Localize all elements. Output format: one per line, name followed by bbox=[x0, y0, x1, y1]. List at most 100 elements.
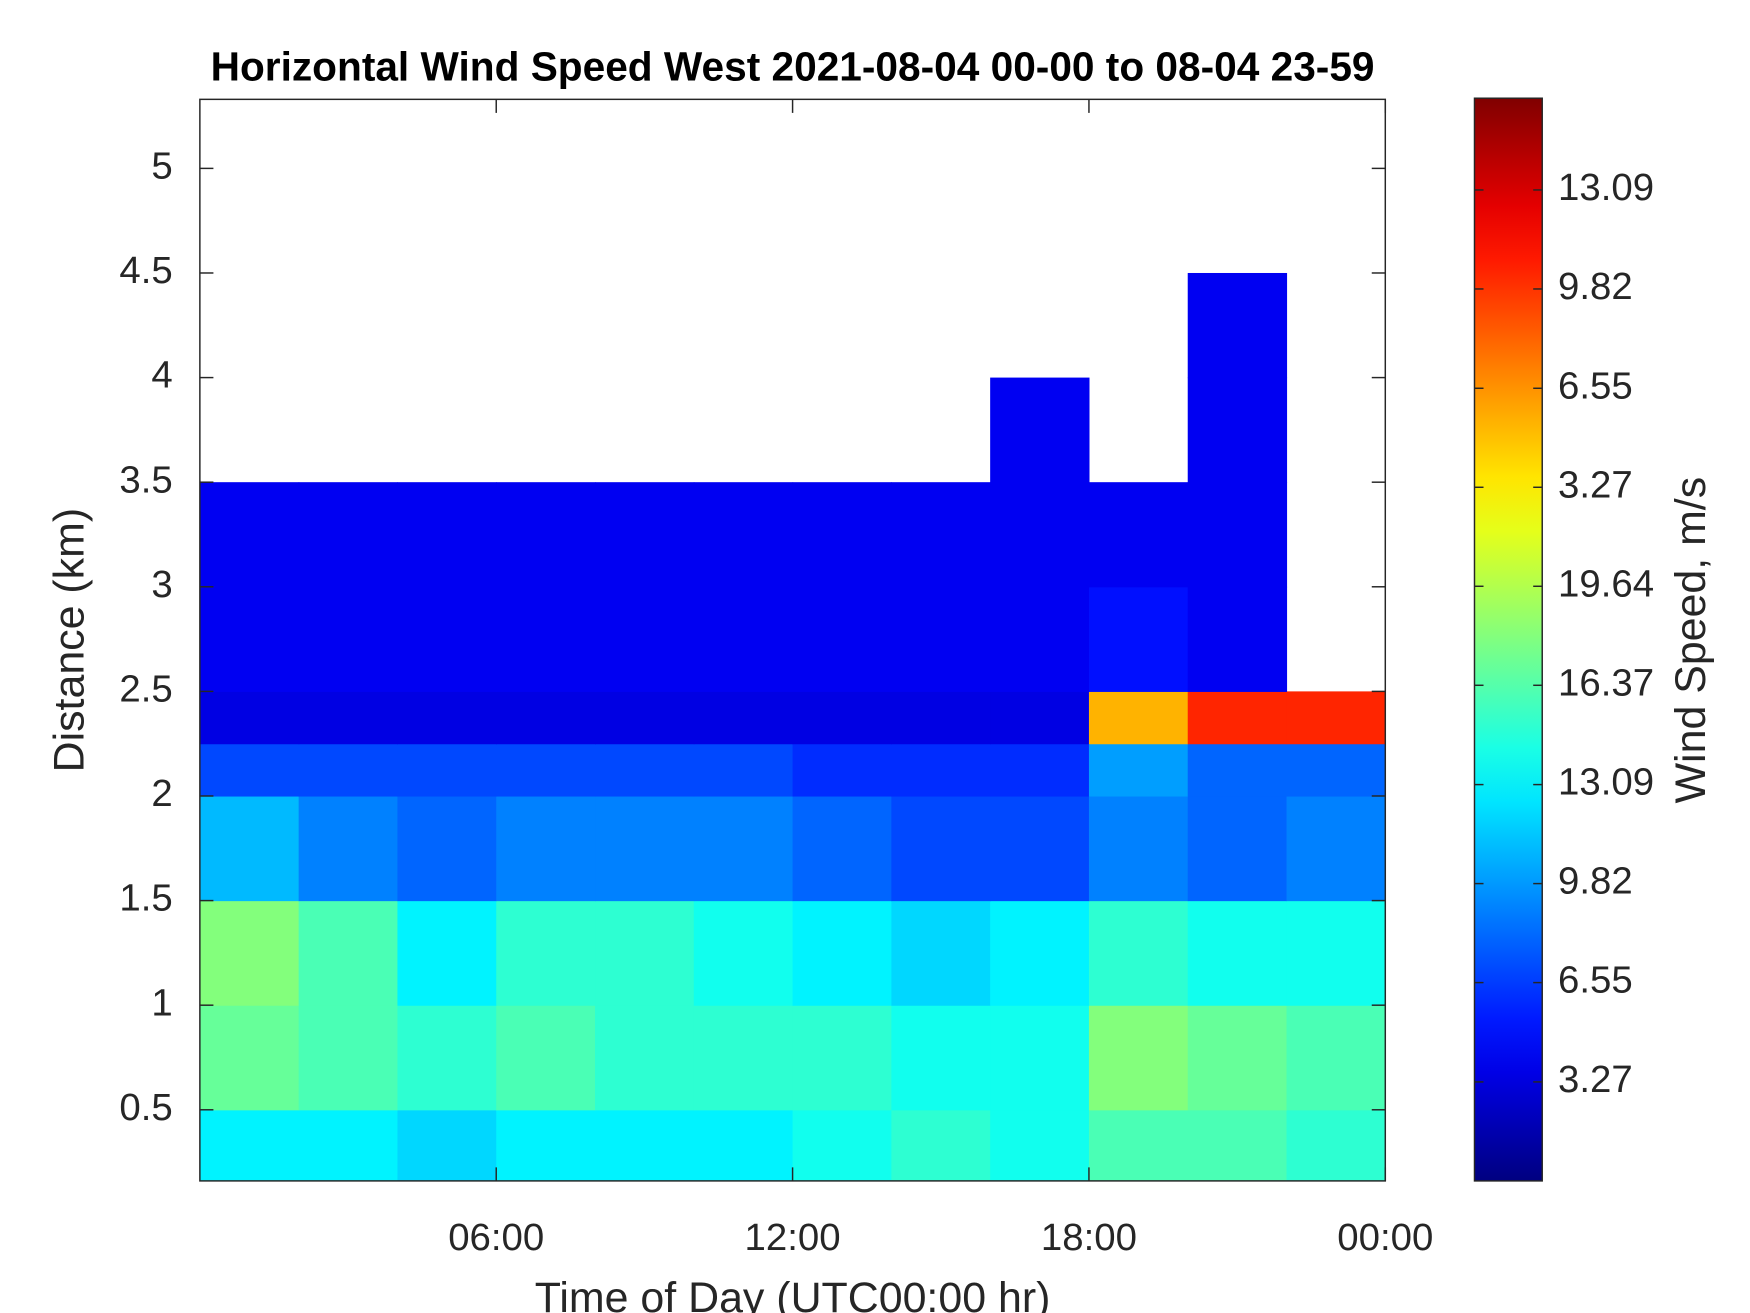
heatmap-cell bbox=[792, 691, 892, 745]
heatmap-cell bbox=[595, 1005, 695, 1111]
y-tick-label: 1.5 bbox=[119, 877, 172, 920]
heatmap-cell bbox=[1286, 743, 1386, 797]
heatmap-cell bbox=[298, 1005, 399, 1111]
heatmap-cell bbox=[397, 1109, 497, 1182]
colorbar-tick-label: 3.27 bbox=[1558, 463, 1633, 506]
heatmap-cell bbox=[397, 900, 497, 1006]
heatmap-cell bbox=[595, 743, 695, 797]
heatmap-cell bbox=[891, 795, 991, 902]
heatmap-cell bbox=[1088, 900, 1189, 1006]
heatmap-cell bbox=[199, 691, 300, 745]
x-tick-label: 00:00 bbox=[1337, 1216, 1433, 1259]
heatmap-cell bbox=[792, 586, 892, 692]
heatmap-cell bbox=[1187, 900, 1288, 1006]
heatmap-cell bbox=[298, 900, 399, 1006]
colorbar-tick-label: 9.82 bbox=[1558, 860, 1633, 903]
heatmap-cell bbox=[199, 795, 300, 902]
heatmap-cell bbox=[199, 586, 300, 692]
heatmap-cell bbox=[199, 1005, 300, 1111]
x-tick-label: 18:00 bbox=[1041, 1216, 1137, 1259]
heatmap-cell bbox=[1286, 795, 1386, 902]
y-tick-label: 3 bbox=[151, 563, 172, 606]
heatmap-cell bbox=[595, 795, 695, 902]
heatmap-cell bbox=[397, 795, 497, 902]
heatmap-cell bbox=[693, 743, 794, 797]
heatmap-cell bbox=[496, 482, 596, 588]
colorbar-tick-label: 13.09 bbox=[1558, 761, 1654, 804]
heatmap-cell bbox=[1187, 482, 1288, 588]
heatmap-cell bbox=[397, 1005, 497, 1111]
heatmap-cells bbox=[199, 272, 1386, 1182]
x-tick-label: 06:00 bbox=[448, 1216, 544, 1259]
heatmap-cell bbox=[891, 482, 991, 588]
heatmap-cell bbox=[298, 795, 399, 902]
heatmap-cell bbox=[1187, 743, 1288, 797]
heatmap-cell bbox=[1088, 482, 1189, 588]
heatmap-cell bbox=[693, 691, 794, 745]
heatmap-cell bbox=[891, 586, 991, 692]
heatmap-cell bbox=[792, 743, 892, 797]
heatmap-cell bbox=[496, 795, 596, 902]
heatmap-cell bbox=[1286, 1109, 1386, 1182]
y-tick-label: 1 bbox=[151, 981, 172, 1024]
colorbar-label: Wind Speed, m/s bbox=[1667, 477, 1715, 804]
heatmap-cell bbox=[792, 482, 892, 588]
heatmap-cell bbox=[990, 900, 1090, 1006]
y-tick-label: 0.5 bbox=[119, 1086, 172, 1129]
heatmap-cell bbox=[1187, 377, 1288, 483]
heatmap-cell bbox=[397, 743, 497, 797]
heatmap-cell bbox=[990, 482, 1090, 588]
heatmap-cell bbox=[1088, 743, 1189, 797]
y-tick-label: 4.5 bbox=[119, 249, 172, 292]
heatmap-cell bbox=[1286, 1005, 1386, 1111]
heatmap-cell bbox=[1187, 1005, 1288, 1111]
heatmap-cell bbox=[496, 691, 596, 745]
heatmap-cell bbox=[496, 1005, 596, 1111]
colorbar-tick-label: 13.09 bbox=[1558, 166, 1654, 209]
heatmap-cell bbox=[199, 1109, 300, 1182]
colorbar-tick-label: 6.55 bbox=[1558, 364, 1633, 407]
colorbar-tick-label: 16.37 bbox=[1558, 661, 1654, 704]
heatmap-cell bbox=[1187, 795, 1288, 902]
heatmap-cell bbox=[990, 1005, 1090, 1111]
heatmap-cell bbox=[496, 900, 596, 1006]
heatmap-cell bbox=[1286, 900, 1386, 1006]
heatmap-cell bbox=[693, 900, 794, 1006]
y-tick-label: 5 bbox=[151, 145, 172, 188]
y-tick-label: 3.5 bbox=[119, 458, 172, 501]
y-axis-label: Distance (km) bbox=[46, 508, 94, 773]
heatmap-cell bbox=[397, 482, 497, 588]
heatmap-cell bbox=[990, 1109, 1090, 1182]
heatmap-cell bbox=[891, 1109, 991, 1182]
heatmap-cell bbox=[1286, 691, 1386, 745]
heatmap-cell bbox=[990, 377, 1090, 483]
heatmap-cell bbox=[595, 1109, 695, 1182]
heatmap-cell bbox=[1088, 1005, 1189, 1111]
heatmap-cell bbox=[990, 743, 1090, 797]
heatmap-cell bbox=[1187, 1109, 1288, 1182]
colorbar-tick-label: 6.55 bbox=[1558, 959, 1633, 1002]
heatmap-cell bbox=[693, 1109, 794, 1182]
heatmap-cell bbox=[1187, 272, 1288, 379]
colorbar-tick-label: 19.64 bbox=[1558, 562, 1654, 605]
heatmap-cell bbox=[595, 691, 695, 745]
heatmap-cell bbox=[891, 691, 991, 745]
heatmap-cell bbox=[1088, 1109, 1189, 1182]
heatmap-cell bbox=[298, 691, 399, 745]
heatmap-cell bbox=[891, 900, 991, 1006]
heatmap-cell bbox=[693, 586, 794, 692]
heatmap-cell bbox=[595, 482, 695, 588]
heatmap-cell bbox=[496, 743, 596, 797]
heatmap-cell bbox=[199, 482, 300, 588]
heatmap-cell bbox=[693, 1005, 794, 1111]
heatmap-cell bbox=[1187, 691, 1288, 745]
colorbar-tick-label: 3.27 bbox=[1558, 1058, 1633, 1101]
y-tick-label: 2.5 bbox=[119, 668, 172, 711]
heatmap-cell bbox=[990, 795, 1090, 902]
colorbar-tick-label: 9.82 bbox=[1558, 265, 1633, 308]
colorbar bbox=[1473, 97, 1543, 1182]
heatmap-cell bbox=[792, 795, 892, 902]
heatmap-cell bbox=[693, 482, 794, 588]
heatmap-cell bbox=[891, 1005, 991, 1111]
heatmap-cell bbox=[792, 1005, 892, 1111]
